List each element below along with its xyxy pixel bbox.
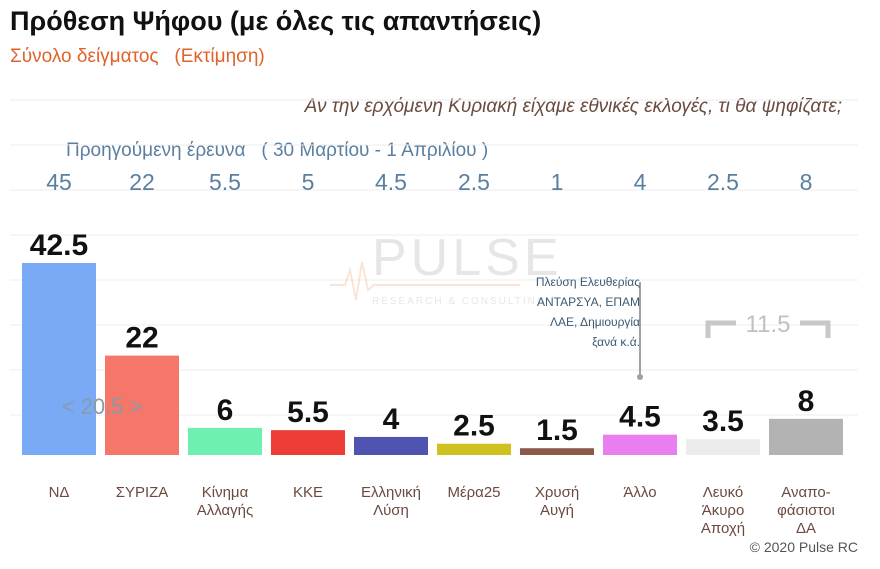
- category-label: Άκυρο: [702, 502, 745, 519]
- watermark-tagline: RESEARCH & CONSULTING: [372, 296, 547, 307]
- bar: [437, 443, 511, 455]
- bar: [603, 434, 677, 455]
- category-label: Αποχή: [701, 520, 745, 537]
- category-label: Αλλαγής: [197, 502, 254, 519]
- gap-annotation: < 20.5 >: [62, 394, 143, 419]
- gap-label: < 20.5 >: [62, 394, 143, 419]
- bracket-left-icon: [705, 320, 736, 338]
- bar-value-label: 3.5: [702, 405, 744, 438]
- previous-value-label: 5.5: [209, 169, 241, 195]
- previous-value-label: 22: [129, 169, 155, 195]
- bar: [271, 430, 345, 455]
- category-label: Άλλο: [623, 484, 656, 501]
- bar-value-label: 1.5: [536, 414, 578, 447]
- bar: [354, 436, 428, 455]
- bar-value-label: 5.5: [287, 396, 329, 429]
- copyright: © 2020 Pulse RC: [749, 539, 858, 555]
- category-label: Λύση: [373, 502, 409, 519]
- previous-value-label: 2.5: [458, 169, 490, 195]
- category-label: Αυγή: [540, 502, 574, 519]
- category-label: ΣΥΡΙΖΑ: [116, 484, 169, 501]
- bar: [188, 427, 262, 455]
- category-label: Αναπο-: [781, 484, 830, 501]
- category-label: Κίνημα: [202, 484, 249, 501]
- chart-title: Πρόθεση Ψήφου (με όλες τις απαντήσεις): [10, 6, 542, 36]
- previous-values-row: 45 22 5.5 5 4.5 2.5 1 4 2.5 8: [46, 169, 812, 195]
- chart-subtitle: Σύνολο δείγματος (Εκτίμηση): [10, 46, 265, 67]
- bracket-right-icon: [800, 320, 831, 338]
- category-label: φάσιστοι: [777, 502, 835, 519]
- bar-value-label: 4: [383, 403, 400, 436]
- other-parties-annotation: Πλεύση Ελευθερίας ΑΝΤΑΡΣΥΑ, ΕΠΑΜ ΛΑΕ, Δη…: [510, 272, 640, 352]
- bar-value-label: 6: [217, 394, 234, 427]
- bar: [520, 448, 594, 455]
- bar: [105, 355, 179, 455]
- previous-value-label: 5: [302, 169, 315, 195]
- bar-value-label: 8: [798, 385, 815, 418]
- pulse-wave-icon: [330, 261, 520, 301]
- previous-value-label: 45: [46, 169, 72, 195]
- other-parties-line: ΛΑΕ, Δημιουργία: [550, 315, 640, 329]
- bars: [22, 263, 843, 455]
- bar-value-label: 2.5: [453, 410, 495, 443]
- previous-value-label: 8: [800, 169, 813, 195]
- bracket-label: 11.5: [746, 311, 791, 338]
- other-pointer-dot: [637, 374, 643, 380]
- survey-question: Αν την ερχόμενη Κυριακή είχαμε εθνικές ε…: [304, 96, 842, 117]
- bar: [686, 439, 760, 455]
- category-label: Χρυσή: [535, 484, 579, 501]
- bar: [22, 263, 96, 455]
- bar-value-label: 42.5: [30, 229, 88, 262]
- category-label: ΔΑ: [796, 520, 816, 537]
- previous-value-label: 4: [634, 169, 647, 195]
- previous-value-label: 4.5: [375, 169, 407, 195]
- category-label: Λευκό: [703, 484, 744, 501]
- category-label: ΚΚΕ: [293, 484, 323, 501]
- bar: [769, 418, 843, 455]
- previous-value-label: 2.5: [707, 169, 739, 195]
- other-parties-line: ξανά κ.ά.: [592, 335, 640, 349]
- other-parties-line: ΑΝΤΑΡΣΥΑ, ΕΠΑΜ: [537, 295, 640, 309]
- watermark-brand: PULSE: [372, 229, 563, 287]
- category-label: Μέρα25: [447, 484, 500, 501]
- category-label: ΝΔ: [49, 484, 70, 501]
- pulse-watermark: PULSE RESEARCH & CONSULTING: [330, 229, 563, 307]
- bar-value-label: 22: [125, 322, 158, 355]
- previous-value-label: 1: [551, 169, 564, 195]
- bracket-annotation: 11.5: [705, 311, 831, 338]
- bar-value-label: 4.5: [619, 401, 661, 434]
- category-label: Ελληνική: [361, 484, 421, 501]
- other-parties-line: Πλεύση Ελευθερίας: [535, 275, 640, 289]
